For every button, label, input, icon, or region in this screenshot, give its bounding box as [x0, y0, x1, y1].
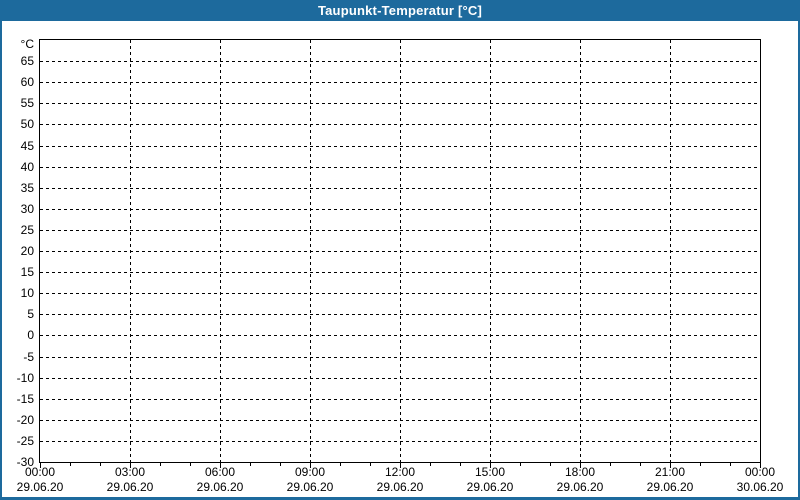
- x-axis-date-label: 29.06.20: [376, 480, 424, 494]
- y-axis-label: 0: [27, 328, 34, 342]
- x-axis-major-tick: [490, 463, 491, 468]
- y-axis-label: 20: [20, 244, 34, 258]
- x-axis-minor-tick: [550, 463, 551, 466]
- y-axis-label: 55: [20, 96, 34, 110]
- x-axis-minor-tick: [70, 463, 71, 466]
- x-axis-time-label: 06:00: [204, 465, 236, 479]
- x-axis-date-label: 29.06.20: [286, 480, 334, 494]
- x-axis-time-label: 09:00: [294, 465, 326, 479]
- x-axis-time-label: 03:00: [114, 465, 146, 479]
- x-axis-major-tick: [220, 463, 221, 468]
- y-axis-label: -20: [16, 413, 34, 427]
- y-axis-label: 5: [27, 307, 34, 321]
- x-axis-time-label: 00:00: [744, 465, 776, 479]
- x-axis-date-label: 30.06.20: [736, 480, 784, 494]
- vertical-gridline: [670, 40, 671, 462]
- x-axis-major-tick: [40, 463, 41, 468]
- vertical-gridline: [400, 40, 401, 462]
- y-axis-unit-label: °C: [20, 37, 34, 51]
- x-axis-date-label: 29.06.20: [556, 480, 604, 494]
- y-axis-label: 45: [20, 139, 34, 153]
- x-axis-minor-tick: [700, 463, 701, 466]
- y-axis-label: 40: [20, 160, 34, 174]
- chart-title: Taupunkt-Temperatur [°C]: [317, 3, 483, 18]
- vertical-gridline: [580, 40, 581, 462]
- x-axis-major-tick: [670, 463, 671, 468]
- x-axis-minor-tick: [520, 463, 521, 466]
- x-axis-minor-tick: [250, 463, 251, 466]
- x-axis-time-label: 21:00: [654, 465, 686, 479]
- x-axis-date-label: 29.06.20: [466, 480, 514, 494]
- y-axis-label: 65: [20, 54, 34, 68]
- x-axis-date-label: 29.06.20: [646, 480, 694, 494]
- x-axis-time-label: 12:00: [384, 465, 416, 479]
- vertical-gridline: [220, 40, 221, 462]
- y-axis-label: 50: [20, 117, 34, 131]
- x-axis-minor-tick: [370, 463, 371, 466]
- y-axis-label: -10: [16, 371, 34, 385]
- x-axis-major-tick: [400, 463, 401, 468]
- x-axis-minor-tick: [460, 463, 461, 466]
- y-axis-label: 10: [20, 286, 34, 300]
- x-axis-minor-tick: [340, 463, 341, 466]
- x-axis-minor-tick: [100, 463, 101, 466]
- x-axis-time-label: 18:00: [564, 465, 596, 479]
- x-axis-minor-tick: [430, 463, 431, 466]
- x-axis-major-tick: [130, 463, 131, 468]
- y-axis-label: 35: [20, 181, 34, 195]
- x-axis-minor-tick: [730, 463, 731, 466]
- x-axis-date-label: 29.06.20: [106, 480, 154, 494]
- y-axis-label: 30: [20, 202, 34, 216]
- x-axis-major-tick: [580, 463, 581, 468]
- x-axis-minor-tick: [190, 463, 191, 466]
- x-axis-time-label: 15:00: [474, 465, 506, 479]
- title-bar: Taupunkt-Temperatur [°C]: [0, 0, 800, 21]
- x-axis-minor-tick: [610, 463, 611, 466]
- x-axis-date-label: 29.06.20: [16, 480, 64, 494]
- vertical-gridline: [490, 40, 491, 462]
- vertical-gridline: [130, 40, 131, 462]
- y-axis-label: 25: [20, 223, 34, 237]
- x-axis-time-label: 00:00: [24, 465, 56, 479]
- y-axis-label: -30: [16, 455, 34, 469]
- x-axis-minor-tick: [280, 463, 281, 466]
- y-axis-label: -25: [16, 434, 34, 448]
- y-axis-label: -5: [23, 350, 34, 364]
- x-axis-major-tick: [310, 463, 311, 468]
- x-axis-minor-tick: [160, 463, 161, 466]
- y-axis-label: -15: [16, 392, 34, 406]
- y-axis-label: 15: [20, 265, 34, 279]
- x-axis-major-tick: [760, 463, 761, 468]
- plot-area: [39, 39, 761, 463]
- x-axis-date-label: 29.06.20: [196, 480, 244, 494]
- y-axis-label: 60: [20, 75, 34, 89]
- x-axis-minor-tick: [640, 463, 641, 466]
- vertical-gridline: [310, 40, 311, 462]
